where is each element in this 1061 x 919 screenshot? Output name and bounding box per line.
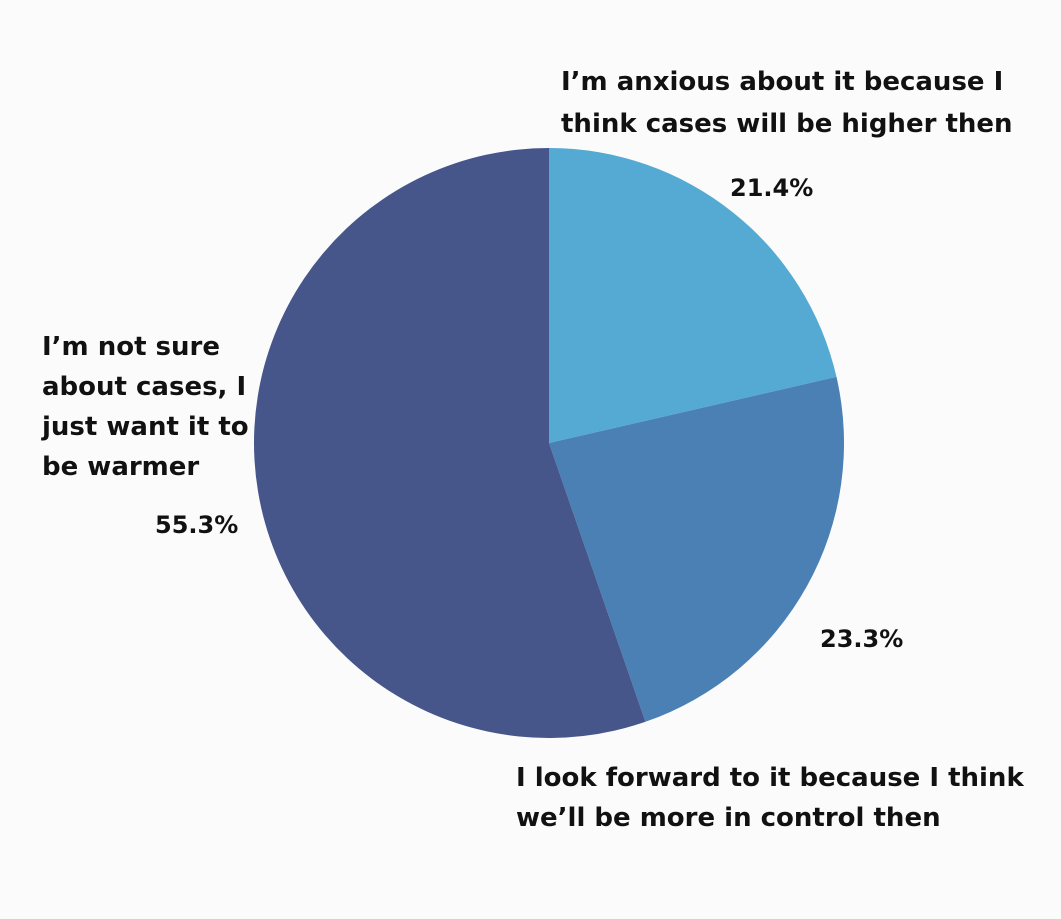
slice-label-line: just want it to: [41, 412, 249, 442]
pie-labels: I’m anxious about it because I think case…: [41, 67, 1024, 833]
slice-label-3: I’m not sure about cases, I just want it t…: [41, 332, 249, 482]
slice-value-label-1: 21.4%: [730, 174, 813, 202]
slice-label-line: be warmer: [42, 452, 199, 482]
pie-slices: [253, 148, 844, 738]
slice-label-1: I’m anxious about it because I think case…: [561, 67, 1013, 139]
pie-slice-1: [549, 148, 837, 443]
slice-label-line: we’ll be more in control then: [516, 803, 941, 833]
slice-label-2: I look forward to it because I think we’l…: [516, 763, 1024, 833]
slice-value-label-2: 23.3%: [820, 625, 903, 653]
slice-value-label-3: 55.3%: [155, 511, 238, 539]
pie-slice-2: [549, 376, 844, 722]
slice-label-line: I’m not sure: [42, 332, 220, 362]
slice-label-line: I look forward to it because I think: [516, 763, 1024, 793]
slice-label-line: about cases, I: [42, 372, 246, 402]
slice-label-line: think cases will be higher then: [561, 109, 1013, 139]
pie-slice-3: [253, 148, 646, 738]
slice-label-line: I’m anxious about it because I: [561, 67, 1003, 97]
